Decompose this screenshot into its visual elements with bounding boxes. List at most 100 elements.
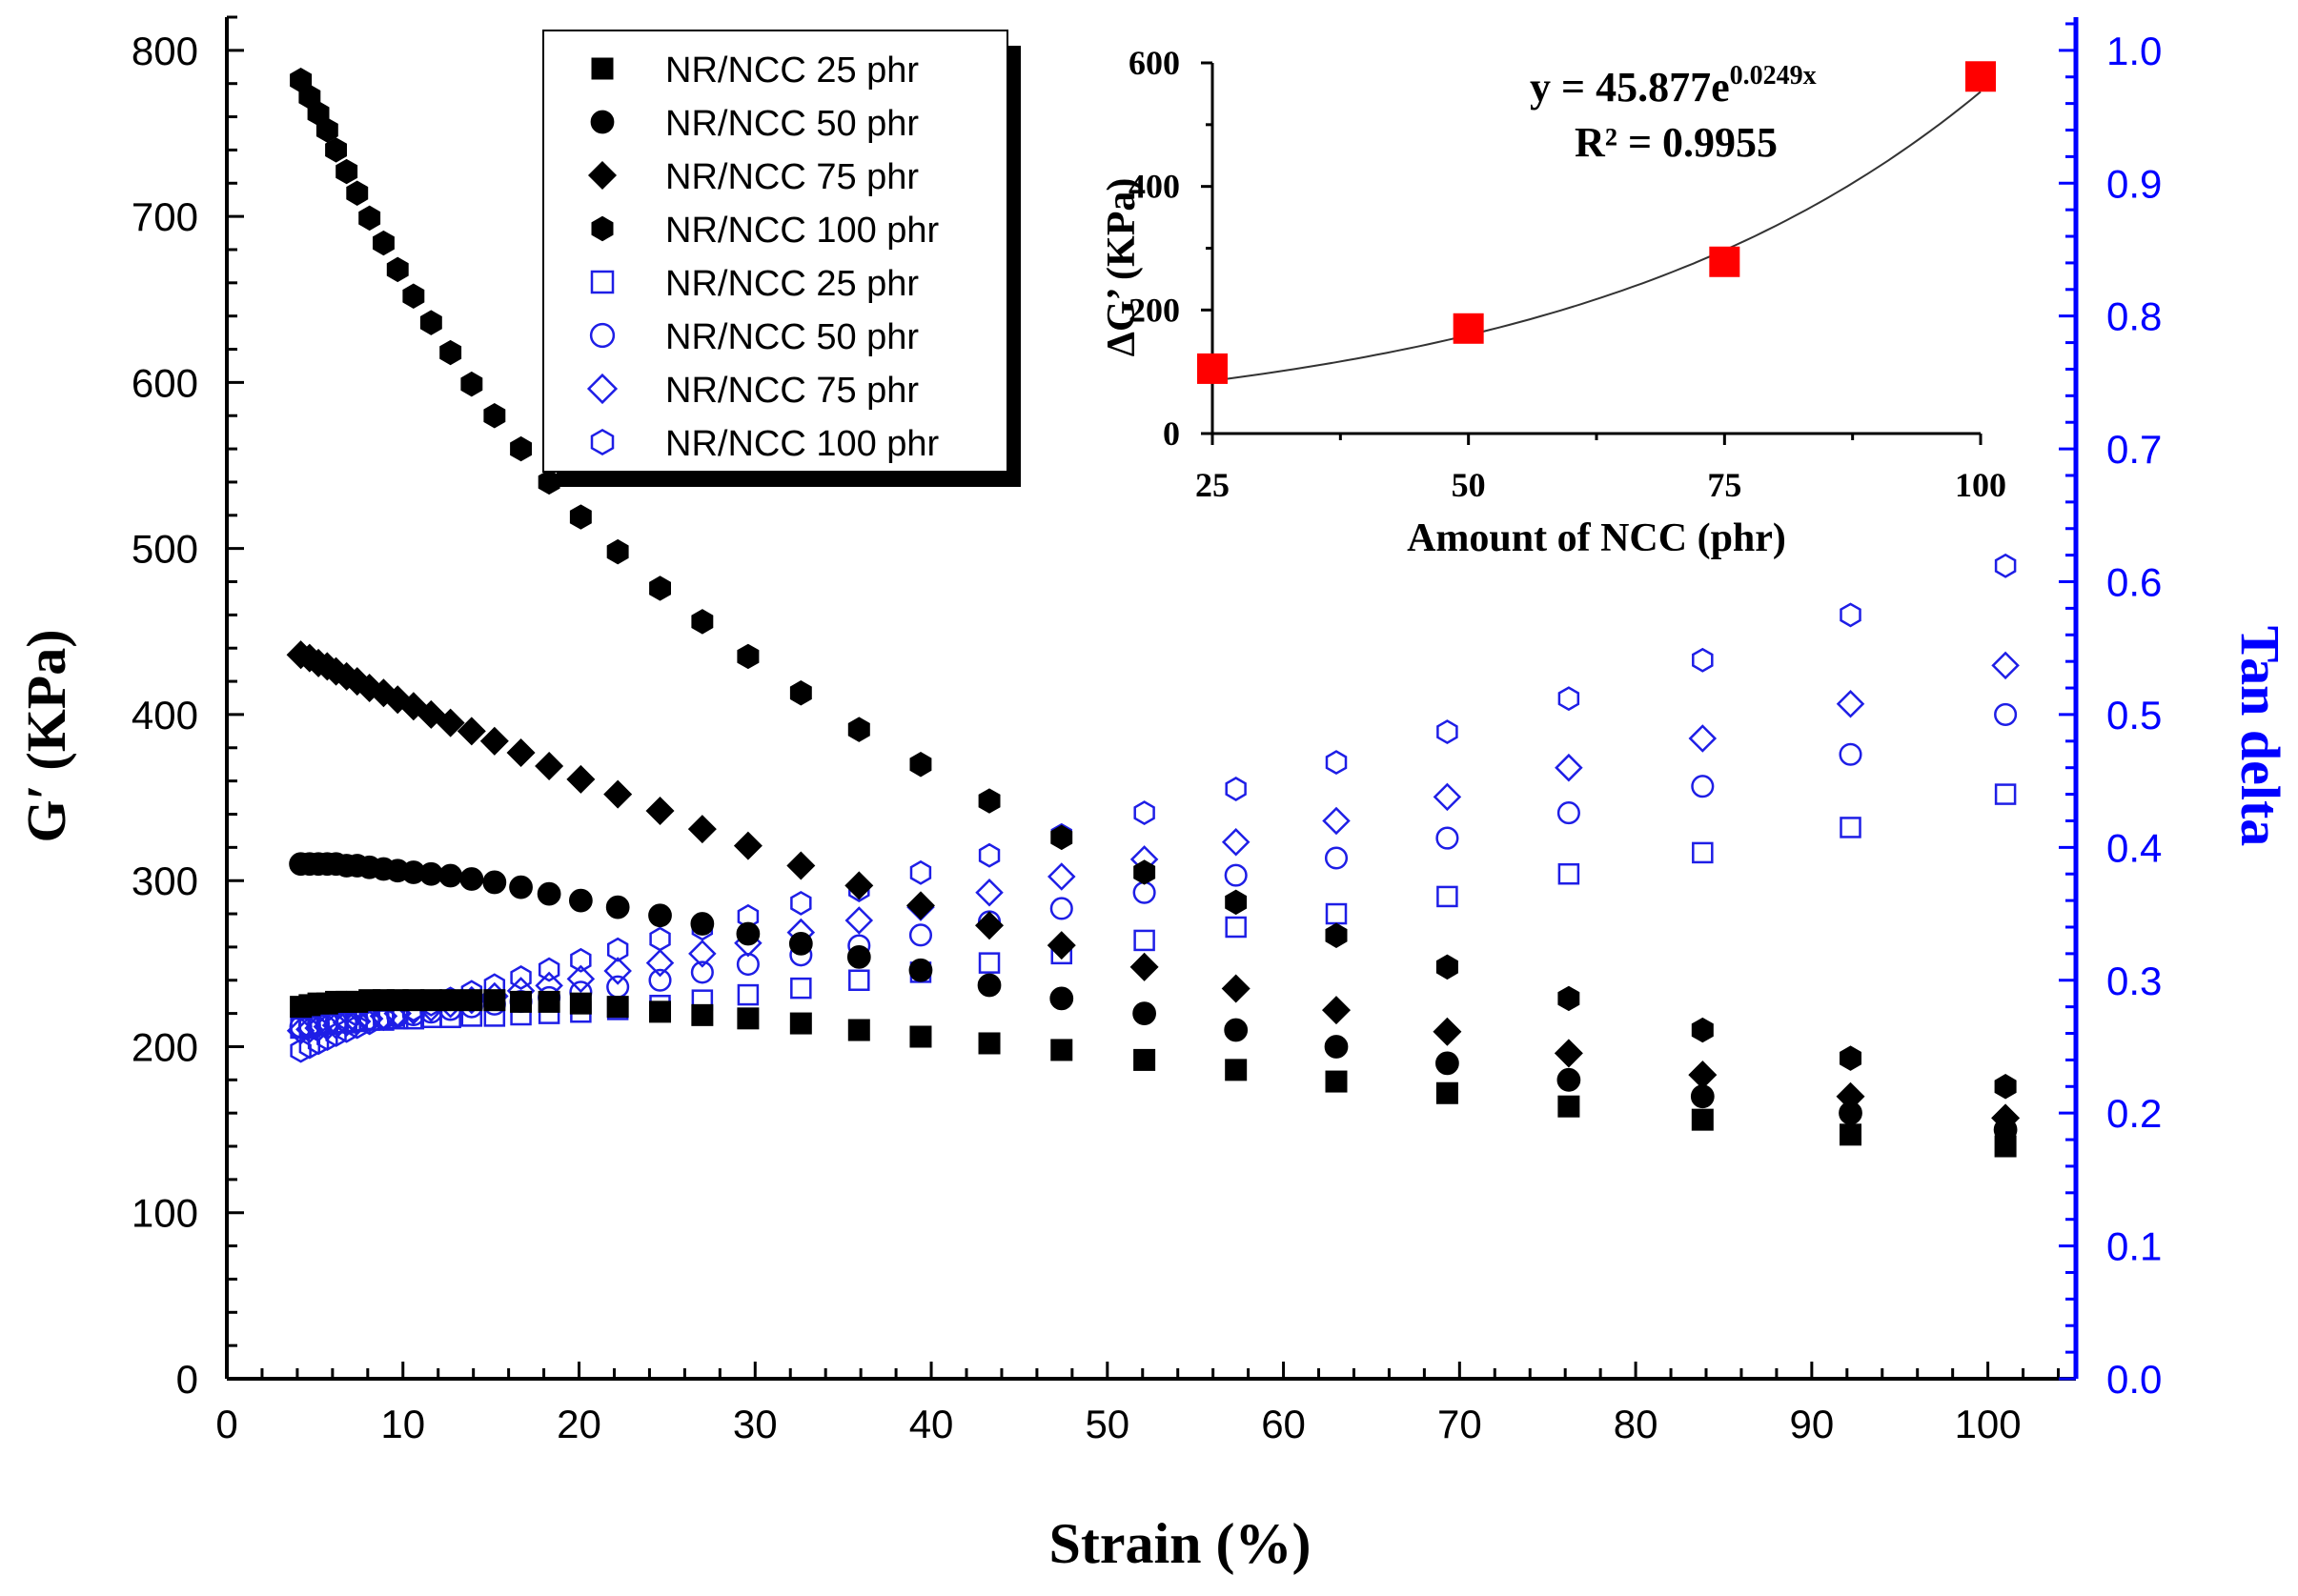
data-point [568,888,593,913]
inset-r-squared: R² = 0.9955 [1575,119,1778,166]
data-point [606,996,629,1019]
data-point [482,870,507,895]
data-point [978,842,1001,868]
data-point [690,912,715,936]
y2-tick-label: 0.1 [2106,1224,2162,1269]
y2-tick-label: 0.6 [2106,560,2162,605]
data-point [909,1025,932,1048]
legend-box [542,30,1008,473]
data-point [570,947,592,973]
data-point [1435,826,1459,850]
x-tick-label: 0 [215,1402,237,1446]
data-point [1840,602,1861,628]
data-point [847,1019,870,1041]
data-point [737,1007,760,1030]
data-point [1325,750,1348,776]
legend-marker [590,270,615,294]
data-point [1555,753,1583,782]
legend-marker [590,428,615,456]
data-point [566,964,596,994]
data-point [1224,863,1248,887]
main-axes [225,17,2079,1381]
data-point [1691,1108,1714,1131]
data-point [606,937,629,962]
data-point [510,965,532,990]
data-point [402,283,425,309]
inset-y-tick-label: 0 [1163,414,1180,453]
data-point [419,989,442,1012]
data-point [688,939,717,968]
x-tick-label: 10 [380,1402,425,1446]
data-point [649,576,671,601]
data-point [479,726,509,756]
legend-label: NR/NCC 100 phr [665,424,940,464]
legend-label: NR/NCC 75 phr [665,371,919,411]
data-point [737,643,760,670]
data-point [1325,902,1348,925]
series-gprime-25phr [290,989,2017,1158]
data-point [307,1030,330,1056]
inset-equation-base: y = 45.877e [1530,64,1730,111]
inset-x-tick-label: 25 [1195,466,1230,504]
data-point [1435,1081,1458,1104]
data-point [788,932,813,956]
data-point [648,968,672,992]
data-point [1047,862,1076,891]
data-point [691,1003,714,1026]
data-point [978,1032,1001,1055]
data-point [1132,880,1156,904]
data-point [457,717,486,746]
data-point [605,895,630,919]
data-point [373,230,395,256]
y2-tick-label: 0.8 [2106,294,2162,339]
data-point [1433,1017,1462,1046]
data-point [1225,777,1247,801]
inset-data-point [1197,353,1228,384]
data-point [1435,954,1458,980]
legend-marker [590,110,615,134]
data-point [975,878,1004,907]
y-axis-title: G′ (KPa) [15,629,77,842]
data-point [645,796,675,826]
data-point [847,717,870,742]
data-point [1129,952,1159,981]
data-point [483,403,506,429]
y-tick-label: 500 [132,527,198,572]
data-point [733,831,763,860]
inset-y-tick-label: 200 [1129,291,1180,329]
data-point [439,989,462,1012]
data-point [844,906,874,935]
data-point [358,1010,380,1036]
data-point [977,973,1002,998]
y-tick-label: 600 [132,360,198,405]
inset-fit-equation: y = 45.877e0.0249x [1530,61,1817,111]
y-tick-label: 700 [132,194,198,239]
x-tick-label: 50 [1085,1402,1129,1446]
y-tick-label: 400 [132,693,198,737]
data-point [645,948,675,978]
data-point [1133,859,1156,885]
y-axis-ticks: 0 100 200 300 400 500 600 700 800 [132,15,244,1402]
legend-label: NR/NCC 25 phr [665,264,919,304]
data-point [909,859,932,885]
y2-tick-label: 0.5 [2106,693,2162,737]
legend-marker [591,215,614,242]
y2-tick-label: 0.9 [2106,161,2162,206]
data-point [606,975,630,999]
data-point [848,969,870,992]
inset-data-point [1965,61,1996,92]
data-point [1557,686,1580,712]
data-point [1221,974,1251,1003]
y-tick-label: 100 [132,1191,198,1236]
data-point [509,875,533,899]
data-point [1836,1081,1865,1111]
data-point [1691,775,1715,798]
data-point [1840,1123,1862,1146]
data-point [383,685,413,715]
data-point [438,863,463,888]
y2-tick-label: 0.4 [2106,825,2162,870]
data-point [538,990,560,1013]
data-point [1133,800,1155,826]
data-point [1322,806,1351,836]
